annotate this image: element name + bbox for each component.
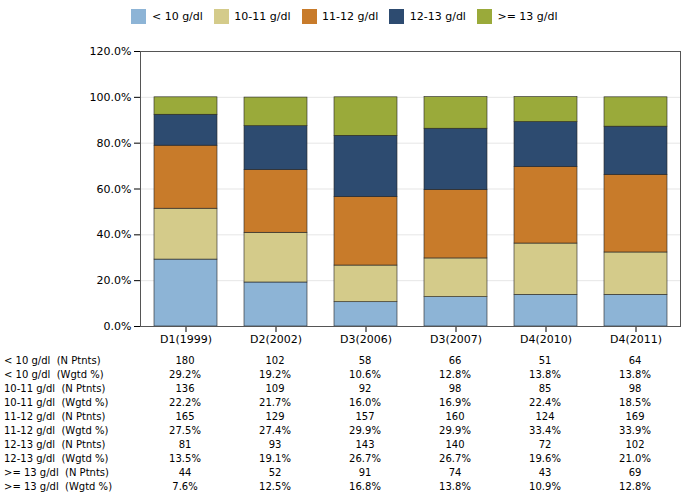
html-text:91: 91	[358, 466, 372, 478]
html-text:29.9%: 29.9%	[439, 424, 471, 436]
svg-text:D1(1999): D1(1999)	[160, 333, 212, 346]
html-text:13.8%: 13.8%	[529, 368, 561, 380]
html-text:< 10 g/dl (N Ptnts): < 10 g/dl (N Ptnts)	[4, 354, 101, 366]
html-text:11-12 g/dl (Wgtd %): 11-12 g/dl (Wgtd %)	[4, 424, 109, 436]
html-text:21.0%: 21.0%	[619, 452, 651, 464]
svg-text:80.0%: 80.0%	[97, 136, 132, 149]
html-text:22.2%: 22.2%	[169, 396, 201, 408]
html-text:58: 58	[358, 354, 372, 366]
html-text:16.9%: 16.9%	[439, 396, 471, 408]
svg-text:40.0%: 40.0%	[97, 228, 132, 241]
html-text:10-11 g/dl: 10-11 g/dl	[234, 10, 291, 23]
html-text:12.8%: 12.8%	[619, 480, 651, 492]
html-text:19.2%: 19.2%	[259, 368, 291, 380]
html-text:102: 102	[265, 354, 285, 366]
html-text:169: 169	[625, 410, 645, 422]
svg-text:60.0%: 60.0%	[97, 182, 132, 195]
svg-text:0.0%: 0.0%	[104, 320, 132, 333]
svg-text:D2(2002): D2(2002)	[250, 333, 302, 346]
html-text:27.5%: 27.5%	[169, 424, 201, 436]
html-text:33.4%: 33.4%	[529, 424, 561, 436]
html-text:52: 52	[268, 466, 282, 478]
html-text:7.6%: 7.6%	[172, 480, 198, 492]
html-text:>= 13 g/dl (N Ptnts): >= 13 g/dl (N Ptnts)	[4, 466, 109, 478]
html-text:98: 98	[628, 382, 642, 394]
html-text:64: 64	[628, 354, 642, 366]
html-text:180: 180	[175, 354, 195, 366]
html-text:92: 92	[358, 382, 372, 394]
html-text:12-13 g/dl: 12-13 g/dl	[409, 10, 466, 23]
html-text:19.6%: 19.6%	[529, 452, 561, 464]
html-text:165: 165	[175, 410, 195, 422]
html-text:16.0%: 16.0%	[349, 396, 381, 408]
html-text:>= 13 g/dl: >= 13 g/dl	[497, 10, 558, 23]
html-text:98: 98	[448, 382, 462, 394]
html-text:69: 69	[628, 466, 642, 478]
html-text:140: 140	[445, 438, 465, 450]
html-text:43: 43	[538, 466, 552, 478]
html-text:13.5%: 13.5%	[169, 452, 201, 464]
html-text:13.8%: 13.8%	[439, 480, 471, 492]
html-text:12.8%: 12.8%	[439, 368, 471, 380]
svg-text:D3(2006): D3(2006)	[340, 333, 392, 346]
html-text:10-11 g/dl (N Ptnts): 10-11 g/dl (N Ptnts)	[4, 382, 106, 394]
html-text:16.8%: 16.8%	[349, 480, 381, 492]
html-text:72: 72	[538, 438, 552, 450]
html-text:51: 51	[538, 354, 552, 366]
html-text:160: 160	[445, 410, 465, 422]
html-text:>= 13 g/dl (Wgtd %): >= 13 g/dl (Wgtd %)	[4, 480, 112, 492]
html-text:10.9%: 10.9%	[529, 480, 561, 492]
html-text:26.7%: 26.7%	[439, 452, 471, 464]
html-text:10.6%: 10.6%	[349, 368, 381, 380]
html-text:66: 66	[448, 354, 462, 366]
svg-text:D3(2007): D3(2007)	[430, 333, 482, 346]
html-text:124: 124	[535, 410, 555, 422]
svg-text:20.0%: 20.0%	[97, 274, 132, 287]
html-text:81: 81	[178, 438, 192, 450]
html-text:12.5%: 12.5%	[259, 480, 291, 492]
html-text:< 10 g/dl (Wgtd %): < 10 g/dl (Wgtd %)	[4, 368, 104, 380]
html-text:93: 93	[268, 438, 282, 450]
html-text:109: 109	[265, 382, 285, 394]
html-text:26.7%: 26.7%	[349, 452, 381, 464]
html-text:136: 136	[175, 382, 195, 394]
html-text:12-13 g/dl (Wgtd %): 12-13 g/dl (Wgtd %)	[4, 452, 109, 464]
html-text:18.5%: 18.5%	[619, 396, 651, 408]
html-text:129: 129	[265, 410, 285, 422]
html-text:11-12 g/dl: 11-12 g/dl	[322, 10, 379, 23]
html-text:29.9%: 29.9%	[349, 424, 381, 436]
html-text:44: 44	[178, 466, 192, 478]
html-text:10-11 g/dl (Wgtd %): 10-11 g/dl (Wgtd %)	[4, 396, 109, 408]
html-text:85: 85	[538, 382, 552, 394]
html-text:11-12 g/dl (N Ptnts): 11-12 g/dl (N Ptnts)	[4, 410, 106, 422]
svg-text:D4(2010): D4(2010)	[520, 333, 572, 346]
html-text:21.7%: 21.7%	[259, 396, 291, 408]
html-text:27.4%: 27.4%	[259, 424, 291, 436]
html-text:33.9%: 33.9%	[619, 424, 651, 436]
html-text:19.1%: 19.1%	[259, 452, 291, 464]
html-text:29.2%: 29.2%	[169, 368, 201, 380]
svg-text:120.0%: 120.0%	[90, 45, 132, 58]
html-text:22.4%: 22.4%	[529, 396, 561, 408]
svg-text:D4(2011): D4(2011)	[610, 333, 662, 346]
html-text:157: 157	[355, 410, 375, 422]
html-text:< 10 g/dl: < 10 g/dl	[151, 10, 203, 23]
html-text:102: 102	[625, 438, 645, 450]
html-text:12-13 g/dl (N Ptnts): 12-13 g/dl (N Ptnts)	[4, 438, 106, 450]
svg-text:100.0%: 100.0%	[90, 90, 132, 103]
html-text:74: 74	[448, 466, 462, 478]
html-text:143: 143	[355, 438, 375, 450]
html-text:13.8%: 13.8%	[619, 368, 651, 380]
